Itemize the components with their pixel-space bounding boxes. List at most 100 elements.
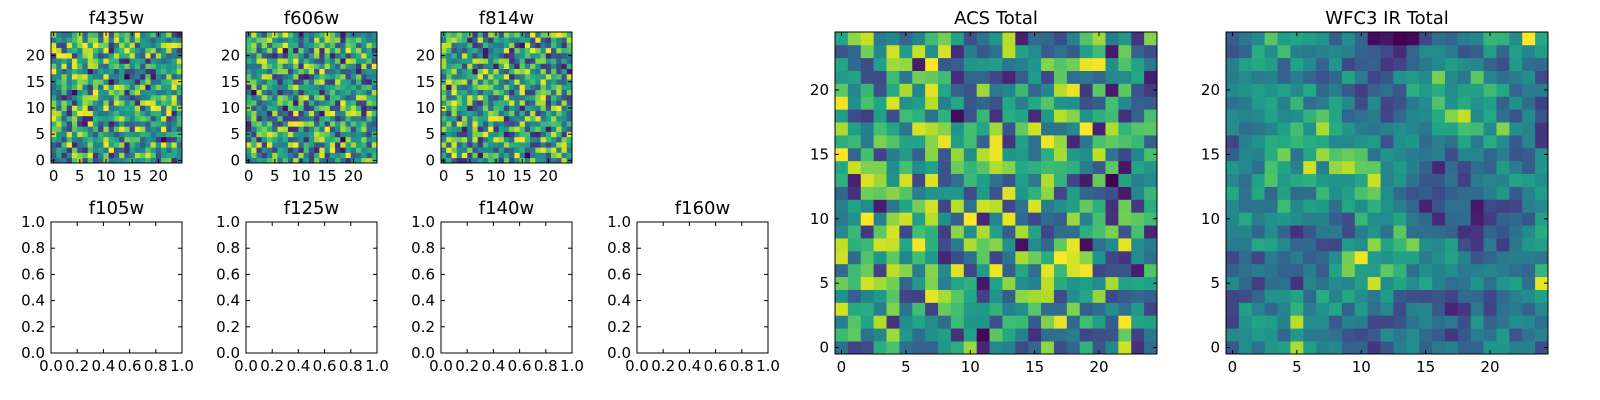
heatmap-cell [950,57,965,71]
heatmap-cell [1290,302,1304,316]
heatmap-cell [1066,147,1081,162]
heatmap-cell [545,84,552,90]
heatmap-cell [261,100,268,106]
heatmap-cell [477,47,484,54]
heatmap-cell [1028,276,1042,290]
heatmap-cell [1432,83,1446,97]
heatmap-cell [87,52,94,59]
heatmap-cell [266,32,273,38]
heatmap-cell [119,32,125,38]
heatmap-cell [287,142,294,148]
heatmap-cell [989,186,1003,200]
heatmap-cell [873,160,887,175]
heatmap-cell [176,100,183,106]
heatmap-cell [345,105,352,111]
heatmap-cell [356,89,362,96]
heatmap-cell [938,186,952,200]
heatmap-cell [566,63,573,70]
heatmap-cell [482,73,489,80]
heatmap-cell [119,68,125,75]
heatmap-cell [1341,32,1356,46]
heatmap-cell [1226,70,1240,84]
heatmap-cell [340,32,346,38]
heatmap-cell [161,73,167,80]
heatmap-cell [1535,276,1549,290]
heatmap-cell [1002,263,1016,278]
heatmap-cell [340,94,346,101]
heatmap-cell [166,110,172,117]
heatmap-cell [482,89,489,96]
heatmap-cell [461,68,468,75]
heatmap-cell [1144,83,1158,97]
heatmap-cell [171,100,178,106]
heatmap-cell [556,126,562,132]
heatmap-cell [1015,83,1029,97]
heatmap-cell [1002,302,1016,316]
heatmap-cell [314,136,320,143]
heatmap-cell [873,289,887,303]
heatmap-cell [1329,341,1343,355]
heatmap-cell [1496,147,1510,162]
heatmap-cell [261,63,268,70]
heatmap-cell [150,42,157,49]
heatmap-cell [886,147,900,162]
heatmap-cell [303,63,310,70]
heatmap-cell [1354,173,1369,187]
heatmap-cell [1535,44,1549,59]
heatmap-cell [1053,238,1068,252]
heatmap-cell [551,79,557,85]
heatmap-cell [176,84,183,90]
heatmap-cell [308,126,315,132]
heatmap-cell [1419,83,1433,97]
heatmap-cell [366,37,373,43]
heatmap-cell [1470,276,1484,290]
heatmap-cell [246,84,252,90]
heatmap-cell [77,84,83,90]
heatmap-cell [155,126,162,132]
heatmap-cell [461,100,468,106]
heatmap-cell [1015,341,1029,355]
heatmap-cell [835,70,849,84]
heatmap-cell [514,121,520,127]
heatmap-cell [61,37,68,43]
heatmap-cell [1028,147,1042,162]
heatmap-cell [92,100,99,106]
heatmap-cell [899,135,913,149]
heatmap-cell [963,147,978,162]
heatmap-cell [324,84,331,90]
heatmap-cell [361,58,367,64]
heatmap-cell [461,63,468,70]
y-tick-label: 0.8 [216,239,240,257]
heatmap-cell [350,37,357,43]
heatmap-cell [1290,199,1304,213]
heatmap-cell [113,110,120,117]
heatmap-cell [129,58,136,64]
heatmap-cell [1444,32,1459,46]
heatmap-cell [519,52,526,59]
heatmap-cell [371,147,378,153]
heatmap-cell [298,115,304,122]
heatmap-cell [366,105,373,111]
heatmap-cell [272,63,278,70]
heatmap-cell [1238,96,1253,110]
axes-frame [834,31,1158,355]
heatmap-cell [545,52,552,59]
heatmap-cell [124,73,130,80]
heatmap-cell [456,47,463,54]
heatmap-cell [472,84,479,90]
heatmap-cell [329,89,336,96]
heatmap-cell [77,147,83,153]
heatmap-cell [314,152,320,159]
heatmap-cell [1053,341,1068,355]
heatmap-cell [129,105,136,111]
heatmap-cell [287,94,294,101]
heatmap-cell [145,89,151,96]
heatmap-cell [87,32,94,38]
heatmap-cell [298,79,304,85]
heatmap-cell [556,115,562,122]
heatmap-cell [371,32,378,38]
heatmap-cell [1496,70,1510,84]
heatmap-cell [847,302,862,316]
heatmap-cell [345,52,352,59]
heatmap-cell [1444,199,1459,213]
